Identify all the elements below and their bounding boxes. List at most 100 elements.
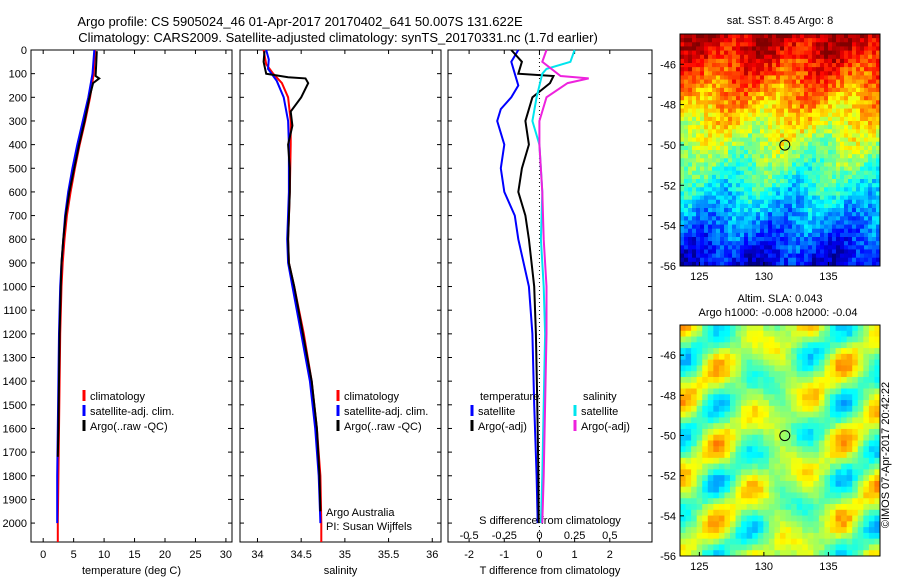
map-cell [832, 212, 837, 217]
map-cell [835, 411, 842, 418]
map-cell [718, 504, 725, 511]
map-cell [772, 116, 777, 122]
map-cell [848, 38, 853, 43]
map-cell [856, 179, 861, 184]
map-cell [708, 174, 713, 180]
map-cell [780, 179, 785, 184]
map-cell [744, 63, 749, 68]
map-cell [756, 58, 761, 64]
map-cell [784, 42, 789, 47]
map-cell [841, 521, 848, 528]
map-cell [780, 141, 785, 147]
map-cell [704, 75, 709, 80]
map-cell [802, 411, 809, 418]
map-cell [688, 104, 693, 109]
map-cell [812, 58, 817, 64]
x-tick-label: 15 [128, 549, 140, 561]
map-cell [732, 83, 737, 89]
map-cell [732, 232, 737, 238]
map-cell [685, 388, 692, 395]
map-cell [872, 104, 877, 109]
map-cell [688, 67, 693, 72]
map-cell [788, 79, 793, 85]
map-cell [685, 336, 692, 343]
map-cell [876, 241, 881, 246]
map-cell [692, 237, 697, 242]
map-cell [764, 116, 769, 122]
map-cell [796, 532, 803, 540]
map-cell [796, 145, 801, 151]
map-cell [807, 388, 814, 395]
map-cell [712, 191, 717, 196]
map-cell [772, 162, 777, 167]
map-cell [864, 187, 869, 192]
map-cell [788, 67, 793, 72]
map-cell [708, 216, 713, 221]
map-cell [692, 228, 697, 234]
map-cell [713, 446, 720, 453]
map-cell [812, 71, 817, 76]
map-cell [735, 515, 742, 522]
map-cell [724, 208, 729, 213]
map-cell [696, 237, 701, 242]
map-cell [732, 245, 737, 250]
map-cell [860, 179, 865, 184]
map-cell [772, 58, 777, 64]
map-cell [828, 71, 833, 76]
map-cell [724, 158, 729, 163]
map-cell [720, 166, 725, 172]
map-cell [820, 141, 825, 147]
map-cell [760, 249, 765, 254]
map-cell [852, 224, 857, 230]
map-cell [860, 187, 865, 192]
map-cell [688, 241, 693, 246]
map-cell [807, 550, 814, 557]
map-cell [804, 241, 809, 246]
map-cell [707, 544, 714, 551]
map-cell [818, 405, 825, 413]
map-cell [704, 79, 709, 85]
map-cell [846, 423, 853, 430]
map-cell [684, 257, 689, 263]
map-cell [804, 249, 809, 254]
map-cell [848, 191, 853, 196]
map-cell [746, 348, 753, 355]
map-cell [712, 187, 717, 192]
map-cell [848, 133, 853, 138]
map-cell [764, 228, 769, 234]
map-cell [841, 376, 848, 384]
map-cell [760, 228, 765, 234]
map-cell [864, 203, 869, 209]
map-cell [680, 92, 685, 97]
map-cell [752, 371, 759, 378]
map-cell [820, 170, 825, 176]
map-cell [864, 170, 869, 176]
map-cell [868, 112, 873, 118]
map-cell [856, 253, 861, 259]
map-cell [824, 492, 831, 499]
map-cell [707, 538, 714, 545]
map-cell [702, 376, 709, 384]
map-cell [752, 348, 759, 355]
map-cell [784, 34, 789, 39]
map-cell [752, 191, 757, 196]
map-cell [752, 158, 757, 163]
map-cell [768, 515, 775, 522]
map-cell [800, 199, 805, 205]
map-cell [841, 428, 848, 436]
map-cell [688, 54, 693, 60]
map-cell [876, 92, 881, 97]
map-cell [764, 100, 769, 105]
map-cell [808, 46, 813, 51]
map-cell [800, 220, 805, 225]
map-cell [863, 538, 870, 545]
map-cell [692, 125, 697, 130]
map-cell [752, 405, 759, 413]
map-cell [874, 388, 881, 395]
map-cell [704, 208, 709, 213]
map-cell [748, 245, 753, 250]
map-cell [691, 359, 698, 366]
map-cell [864, 224, 869, 230]
map-cell [836, 121, 841, 126]
map-cell [724, 237, 729, 242]
